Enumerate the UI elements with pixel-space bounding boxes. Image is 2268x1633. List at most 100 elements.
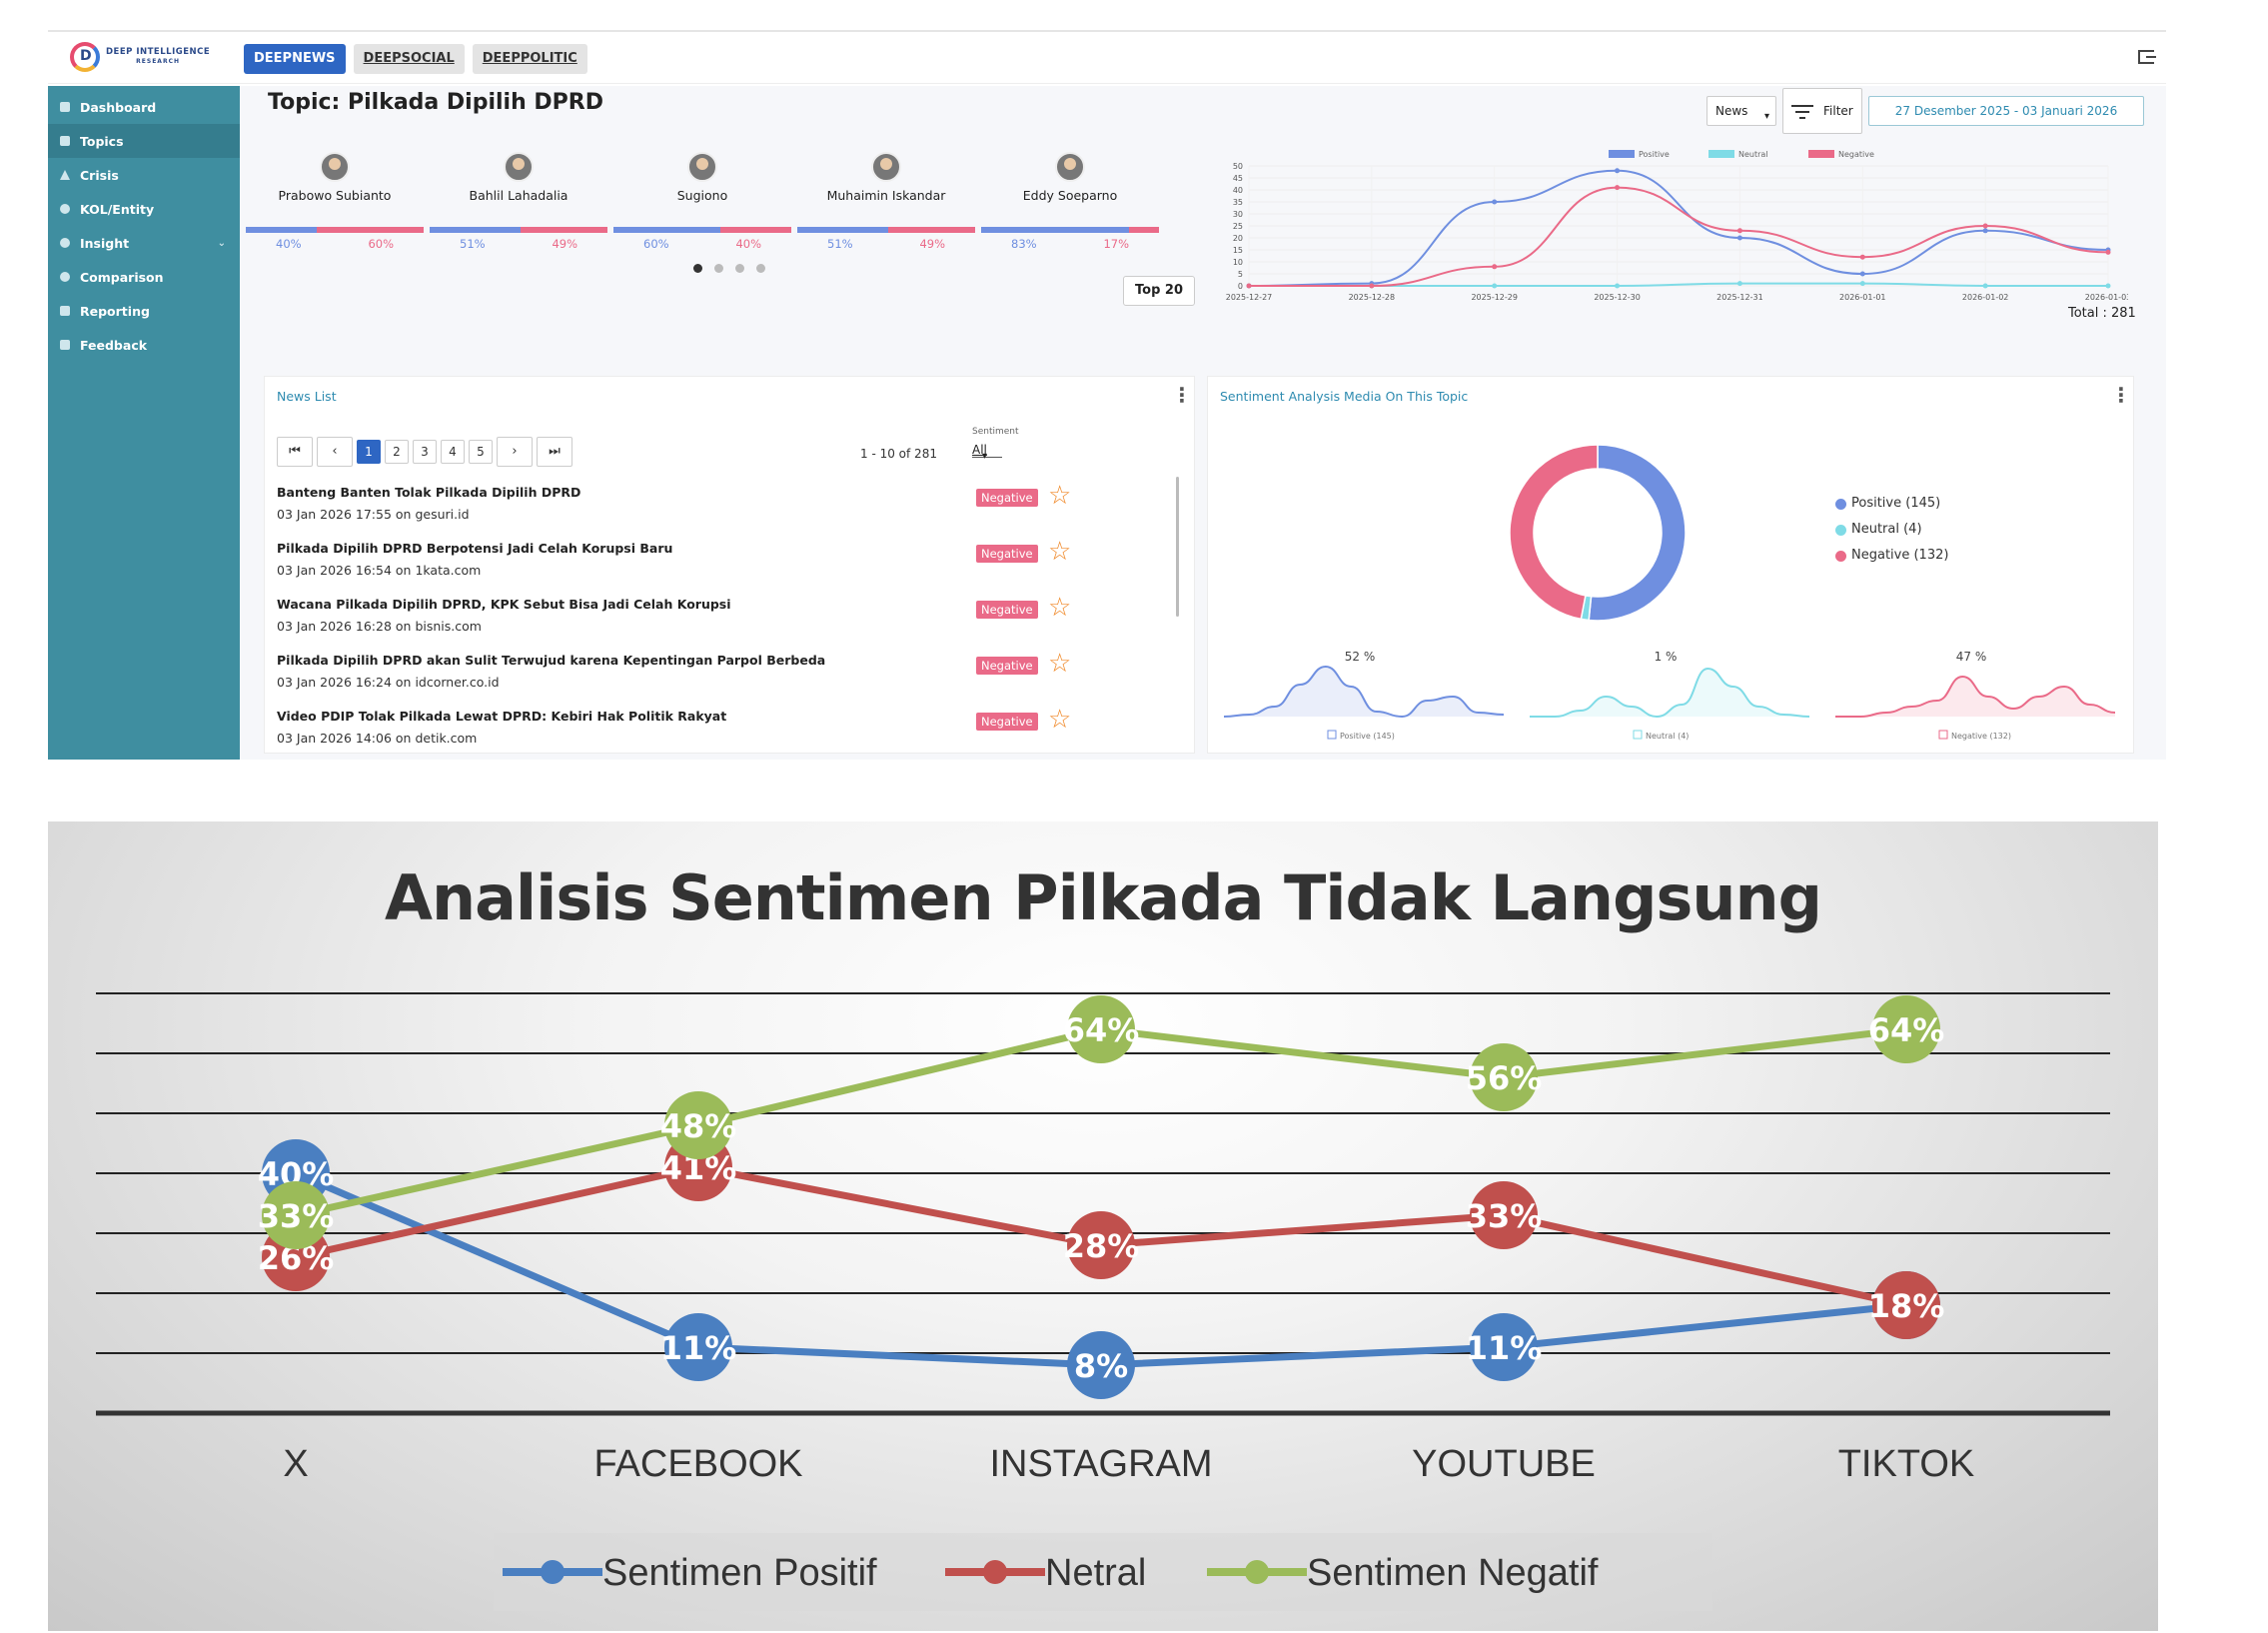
neutral-dot xyxy=(1835,524,1846,536)
data-label: 18% xyxy=(1868,1287,1945,1325)
neutral-point xyxy=(1492,283,1498,289)
sentiment-bar xyxy=(981,227,1159,233)
negative-point xyxy=(1492,264,1498,270)
list-item[interactable]: Pilkada Dipilih DPRD akan Sulit Terwujud… xyxy=(277,649,1076,701)
filter-button[interactable]: Filter xyxy=(1782,88,1862,134)
news-meta: 03 Jan 2026 14:06 on detik.com xyxy=(277,731,478,746)
star-icon[interactable]: ☆ xyxy=(1048,649,1072,679)
positive-percent: 40% xyxy=(276,237,302,251)
filter-icon xyxy=(1791,105,1813,119)
legend-item[interactable]: Neutral (4) xyxy=(1835,517,1948,543)
list-item[interactable]: Pilkada Dipilih DPRD Berpotensi Jadi Cel… xyxy=(277,537,1076,589)
top20-button[interactable]: Top 20 xyxy=(1123,276,1195,306)
page-5-button[interactable]: 5 xyxy=(469,440,493,464)
date-range-picker[interactable]: 27 Desember 2025 - 03 Januari 2026 xyxy=(1868,96,2144,126)
star-icon[interactable]: ☆ xyxy=(1048,705,1072,735)
list-item[interactable]: Banteng Banten Tolak Pilkada Dipilih DPR… xyxy=(277,481,1076,533)
legend-item[interactable]: Negative (132) xyxy=(1835,543,1948,569)
candidate-card[interactable]: Muhaimin Iskandar 51% 49% xyxy=(797,152,975,251)
candidate-card[interactable]: Prabowo Subianto 40% 60% xyxy=(246,152,424,251)
carousel-dot[interactable] xyxy=(756,264,765,273)
negative-percent: 17% xyxy=(1103,237,1129,251)
more-options-icon[interactable] xyxy=(1172,383,1192,407)
page-1-button[interactable]: 1 xyxy=(357,440,381,464)
legend-label: Negative xyxy=(1838,150,1874,159)
candidate-card[interactable]: Bahlil Lahadalia 51% 49% xyxy=(430,152,607,251)
sidebar-item-comparison[interactable]: Comparison xyxy=(48,260,240,294)
sidebar-item-dashboard[interactable]: Dashboard xyxy=(48,90,240,124)
page-2-button[interactable]: 2 xyxy=(385,440,409,464)
logo-line2: RESEARCH xyxy=(136,58,180,65)
app-window: DEEP INTELLIGENCE RESEARCH DEEPNEWS DEEP… xyxy=(48,30,2166,760)
positive-dot xyxy=(1835,498,1846,510)
list-item[interactable]: Wacana Pilkada Dipilih DPRD, KPK Sebut B… xyxy=(277,593,1076,645)
sentiment-filter-select[interactable]: All xyxy=(972,443,1002,462)
news-headline[interactable]: Pilkada Dipilih DPRD Berpotensi Jadi Cel… xyxy=(277,541,673,556)
donut-slice xyxy=(1588,444,1687,622)
pagination: ⏮ ‹ 1 2 3 4 5 › ⏭ xyxy=(277,437,572,467)
positive-point xyxy=(1492,199,1498,205)
candidate-card[interactable]: Sugiono 60% 40% xyxy=(613,152,791,251)
data-point-marker xyxy=(1872,995,1940,1063)
news-headline[interactable]: Pilkada Dipilih DPRD akan Sulit Terwujud… xyxy=(277,653,826,668)
carousel-dot[interactable] xyxy=(735,264,744,273)
star-icon[interactable]: ☆ xyxy=(1048,481,1072,511)
sidebar-item-crisis[interactable]: Crisis xyxy=(48,158,240,192)
star-icon[interactable]: ☆ xyxy=(1048,537,1072,567)
positive-percent: 83% xyxy=(1011,237,1037,251)
neutral-point xyxy=(2105,283,2111,289)
carousel-dot[interactable] xyxy=(714,264,723,273)
next-page-button[interactable]: › xyxy=(497,437,533,467)
sidebar-item-topics[interactable]: Topics xyxy=(48,124,240,158)
negative-percent: 40% xyxy=(735,237,761,251)
tab-deepsocial[interactable]: DEEPSOCIAL xyxy=(353,44,465,74)
page-4-button[interactable]: 4 xyxy=(441,440,465,464)
first-page-button[interactable]: ⏮ xyxy=(277,437,313,467)
last-page-button[interactable]: ⏭ xyxy=(537,437,572,467)
sidebar-item-kol-entity[interactable]: KOL/Entity xyxy=(48,192,240,226)
star-icon[interactable]: ☆ xyxy=(1048,593,1072,623)
data-label: 33% xyxy=(258,1197,335,1235)
logout-icon[interactable] xyxy=(2138,50,2156,64)
avatar xyxy=(687,152,717,182)
topics-icon xyxy=(60,136,70,146)
negative-dot xyxy=(1835,550,1846,562)
legend-item[interactable]: Positive (145) xyxy=(1835,491,1948,517)
neutral-point xyxy=(1982,283,1988,289)
data-label: 64% xyxy=(1063,1011,1140,1049)
positive-fill xyxy=(430,227,521,233)
comparison-icon xyxy=(60,272,70,282)
legend-swatch xyxy=(1708,150,1734,158)
sidebar-item-reporting[interactable]: Reporting xyxy=(48,294,240,328)
neutral-point xyxy=(1736,281,1742,287)
candidate-card[interactable]: Eddy Soeparno 83% 17% xyxy=(981,152,1159,251)
positive-sparkline: 52 % Positive (145) xyxy=(1223,650,1505,741)
reporting-icon xyxy=(60,306,70,316)
more-options-icon[interactable] xyxy=(2111,383,2131,407)
news-headline[interactable]: Video PDIP Tolak Pilkada Lewat DPRD: Keb… xyxy=(277,709,727,724)
brand-logo[interactable]: DEEP INTELLIGENCE RESEARCH xyxy=(70,42,210,72)
data-point-marker xyxy=(1470,1313,1538,1381)
list-item[interactable]: Video PDIP Tolak Pilkada Lewat DPRD: Keb… xyxy=(277,705,1076,757)
sentiment-badge: Negative xyxy=(976,601,1038,619)
sentiment-bar xyxy=(797,227,975,233)
news-headline[interactable]: Wacana Pilkada Dipilih DPRD, KPK Sebut B… xyxy=(277,597,731,612)
sentiment-filter-label: Sentiment xyxy=(972,427,1019,437)
tab-deeppolitic[interactable]: DEEPPOLITIC xyxy=(472,44,587,74)
sidebar-item-feedback[interactable]: Feedback xyxy=(48,328,240,362)
prev-page-button[interactable]: ‹ xyxy=(317,437,353,467)
data-point-marker xyxy=(664,1313,732,1381)
sidebar-item-insight[interactable]: Insight ⌄ xyxy=(48,226,240,260)
carousel-dot[interactable] xyxy=(693,264,702,273)
tab-deepnews[interactable]: DEEPNEWS xyxy=(244,44,346,74)
page-3-button[interactable]: 3 xyxy=(413,440,437,464)
positive-percent: 51% xyxy=(460,237,486,251)
x-tick-label: 2025-12-29 xyxy=(1471,293,1518,302)
news-headline[interactable]: Banteng Banten Tolak Pilkada Dipilih DPR… xyxy=(277,485,581,500)
avatar xyxy=(871,152,901,182)
source-select[interactable]: News xyxy=(1706,96,1776,131)
scrollbar[interactable] xyxy=(1176,477,1179,617)
category-label: TIKTOK xyxy=(1838,1443,1975,1485)
donut-slice xyxy=(1509,444,1599,621)
